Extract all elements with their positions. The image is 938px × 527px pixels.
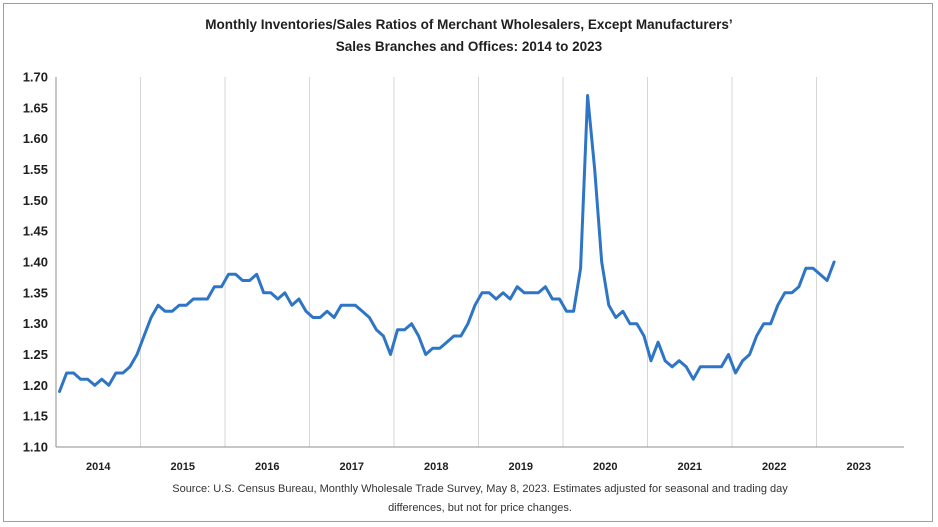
x-tick-label-2018: 2018	[424, 461, 448, 473]
y-tick-label-1.70: 1.70	[23, 70, 48, 85]
x-tick-label-2015: 2015	[171, 461, 195, 473]
y-tick-label-1.25: 1.25	[23, 347, 48, 362]
y-tick-label-1.40: 1.40	[23, 255, 48, 270]
y-tick-label-1.10: 1.10	[23, 440, 48, 455]
y-tick-label-1.20: 1.20	[23, 378, 48, 393]
y-tick-label-1.55: 1.55	[23, 162, 48, 177]
chart-title-line-1: Monthly Inventories/Sales Ratios of Merc…	[205, 17, 733, 32]
chart-source-note: Source: U.S. Census Bureau, Monthly Whol…	[60, 480, 900, 518]
x-tick-label-2019: 2019	[509, 461, 533, 473]
y-tick-label-1.60: 1.60	[23, 131, 48, 146]
y-tick-label-1.65: 1.65	[23, 100, 48, 115]
x-tick-label-2017: 2017	[340, 461, 364, 473]
source-line-2: differences, but not for price changes.	[388, 502, 572, 514]
chart-title: Monthly Inventories/Sales Ratios of Merc…	[0, 14, 938, 58]
y-tick-label-1.45: 1.45	[23, 224, 48, 239]
x-tick-label-2014: 2014	[86, 461, 111, 473]
series-line-0	[58, 94, 836, 393]
y-tick-label-1.30: 1.30	[23, 316, 48, 331]
x-tick-label-2022: 2022	[762, 461, 786, 473]
chart-frame	[3, 3, 933, 522]
y-tick-label-1.35: 1.35	[23, 285, 48, 300]
y-tick-label-1.15: 1.15	[23, 409, 48, 424]
y-tick-label-1.50: 1.50	[23, 193, 48, 208]
chart-title-line-2: Sales Branches and Offices: 2014 to 2023	[335, 39, 603, 54]
x-tick-label-2020: 2020	[593, 461, 617, 473]
source-line-1: Source: U.S. Census Bureau, Monthly Whol…	[172, 483, 788, 495]
x-tick-label-2021: 2021	[678, 461, 702, 473]
x-tick-label-2016: 2016	[255, 461, 279, 473]
x-tick-label-2023: 2023	[847, 461, 871, 473]
